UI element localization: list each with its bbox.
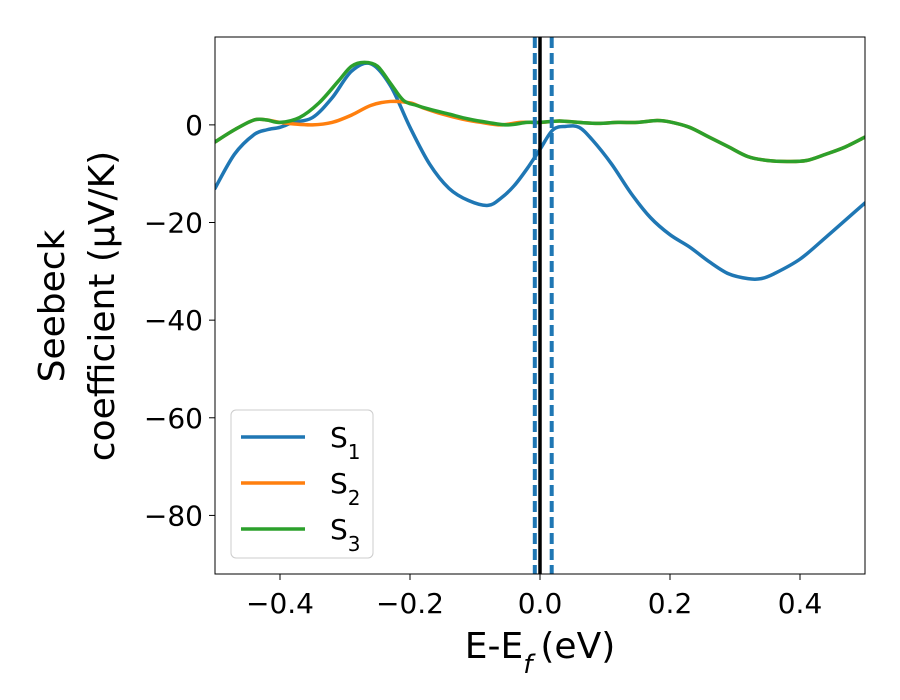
y-tick-label: 0 bbox=[185, 109, 203, 142]
x-axis-label: E-Ef (eV) bbox=[465, 626, 616, 680]
x-tick-label: 0.0 bbox=[518, 587, 563, 620]
series-line-s3 bbox=[215, 60, 865, 164]
y-axis-label-line2: coefficient (μV/K) bbox=[82, 151, 123, 461]
legend-label-s1: S1 bbox=[330, 421, 361, 464]
legend-label-s3: S3 bbox=[330, 513, 361, 556]
y-tick-label: −20 bbox=[144, 207, 203, 240]
legend-label-s2: S2 bbox=[330, 467, 361, 510]
y-tick-label: −80 bbox=[144, 499, 203, 532]
y-axis: 0 −20 −40 −60 −80 bbox=[144, 109, 215, 532]
y-tick-label: −60 bbox=[144, 402, 203, 435]
x-tick-label: 0.4 bbox=[778, 587, 823, 620]
y-tick-label: −40 bbox=[144, 304, 203, 337]
x-tick-label: 0.2 bbox=[648, 587, 693, 620]
x-tick-label: −0.2 bbox=[376, 587, 444, 620]
x-tick-label: −0.4 bbox=[246, 587, 314, 620]
plot-area bbox=[215, 37, 865, 574]
x-axis: −0.4 −0.2 0.0 0.2 0.4 bbox=[246, 574, 822, 620]
y-axis-label-line1: Seebeck bbox=[32, 229, 73, 382]
